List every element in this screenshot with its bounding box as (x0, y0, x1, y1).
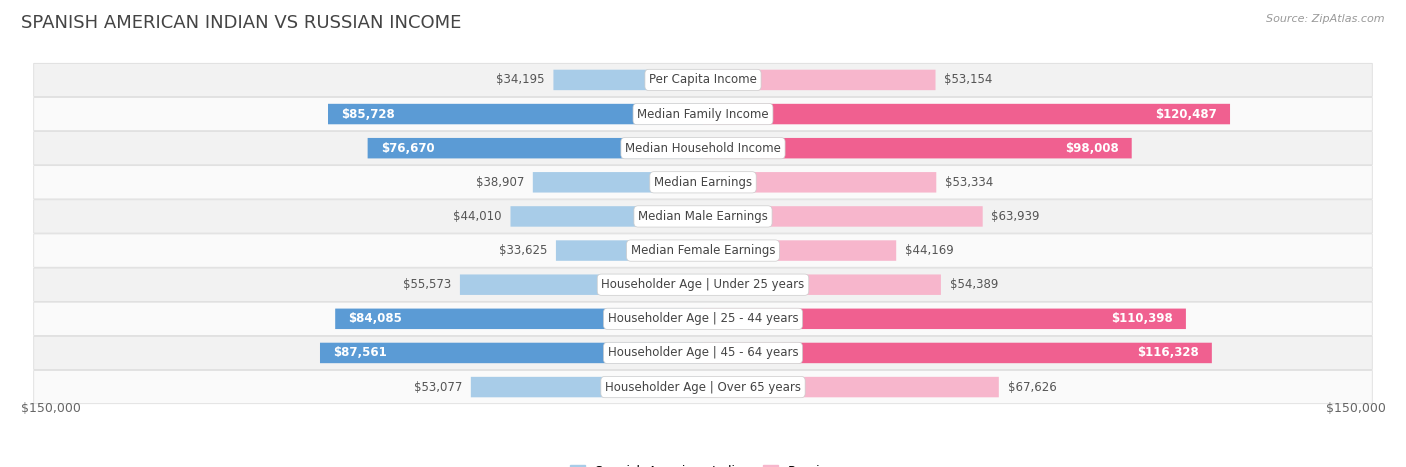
FancyBboxPatch shape (703, 241, 896, 261)
Text: SPANISH AMERICAN INDIAN VS RUSSIAN INCOME: SPANISH AMERICAN INDIAN VS RUSSIAN INCOM… (21, 14, 461, 32)
FancyBboxPatch shape (328, 104, 703, 124)
Text: Median Female Earnings: Median Female Earnings (631, 244, 775, 257)
FancyBboxPatch shape (34, 302, 1372, 335)
Text: Median Male Earnings: Median Male Earnings (638, 210, 768, 223)
FancyBboxPatch shape (471, 377, 703, 397)
Text: $38,907: $38,907 (475, 176, 524, 189)
FancyBboxPatch shape (335, 309, 703, 329)
Text: $87,561: $87,561 (333, 347, 387, 360)
Text: Source: ZipAtlas.com: Source: ZipAtlas.com (1267, 14, 1385, 24)
FancyBboxPatch shape (703, 309, 1185, 329)
FancyBboxPatch shape (555, 241, 703, 261)
Text: $53,154: $53,154 (945, 73, 993, 86)
Text: Per Capita Income: Per Capita Income (650, 73, 756, 86)
Text: Median Family Income: Median Family Income (637, 107, 769, 120)
FancyBboxPatch shape (367, 138, 703, 158)
Text: Householder Age | Under 25 years: Householder Age | Under 25 years (602, 278, 804, 291)
Text: $150,000: $150,000 (1326, 402, 1385, 415)
FancyBboxPatch shape (703, 343, 1212, 363)
Text: $34,195: $34,195 (496, 73, 544, 86)
FancyBboxPatch shape (703, 172, 936, 192)
FancyBboxPatch shape (34, 336, 1372, 369)
Text: $84,085: $84,085 (349, 312, 402, 325)
Text: $98,008: $98,008 (1064, 142, 1119, 155)
FancyBboxPatch shape (703, 377, 998, 397)
FancyBboxPatch shape (34, 98, 1372, 131)
Text: $116,328: $116,328 (1137, 347, 1199, 360)
Text: $55,573: $55,573 (404, 278, 451, 291)
Text: $53,334: $53,334 (945, 176, 993, 189)
Text: $63,939: $63,939 (991, 210, 1040, 223)
FancyBboxPatch shape (460, 275, 703, 295)
FancyBboxPatch shape (510, 206, 703, 226)
Text: $120,487: $120,487 (1156, 107, 1218, 120)
Text: $54,389: $54,389 (949, 278, 998, 291)
FancyBboxPatch shape (703, 206, 983, 226)
FancyBboxPatch shape (34, 166, 1372, 199)
FancyBboxPatch shape (34, 370, 1372, 404)
Text: $44,010: $44,010 (453, 210, 502, 223)
FancyBboxPatch shape (34, 132, 1372, 165)
Text: $76,670: $76,670 (381, 142, 434, 155)
FancyBboxPatch shape (34, 63, 1372, 97)
Text: $53,077: $53,077 (413, 381, 463, 394)
FancyBboxPatch shape (554, 70, 703, 90)
FancyBboxPatch shape (703, 275, 941, 295)
Text: $44,169: $44,169 (905, 244, 953, 257)
Text: $67,626: $67,626 (1008, 381, 1056, 394)
FancyBboxPatch shape (703, 104, 1230, 124)
FancyBboxPatch shape (321, 343, 703, 363)
FancyBboxPatch shape (703, 70, 935, 90)
Text: Median Household Income: Median Household Income (626, 142, 780, 155)
Text: $110,398: $110,398 (1111, 312, 1173, 325)
Text: $150,000: $150,000 (21, 402, 80, 415)
Text: Householder Age | Over 65 years: Householder Age | Over 65 years (605, 381, 801, 394)
Legend: Spanish American Indian, Russian: Spanish American Indian, Russian (565, 460, 841, 467)
Text: $85,728: $85,728 (342, 107, 395, 120)
Text: $33,625: $33,625 (499, 244, 547, 257)
FancyBboxPatch shape (34, 268, 1372, 301)
FancyBboxPatch shape (533, 172, 703, 192)
FancyBboxPatch shape (34, 234, 1372, 267)
Text: Householder Age | 45 - 64 years: Householder Age | 45 - 64 years (607, 347, 799, 360)
FancyBboxPatch shape (703, 138, 1132, 158)
Text: Householder Age | 25 - 44 years: Householder Age | 25 - 44 years (607, 312, 799, 325)
Text: Median Earnings: Median Earnings (654, 176, 752, 189)
FancyBboxPatch shape (34, 200, 1372, 233)
